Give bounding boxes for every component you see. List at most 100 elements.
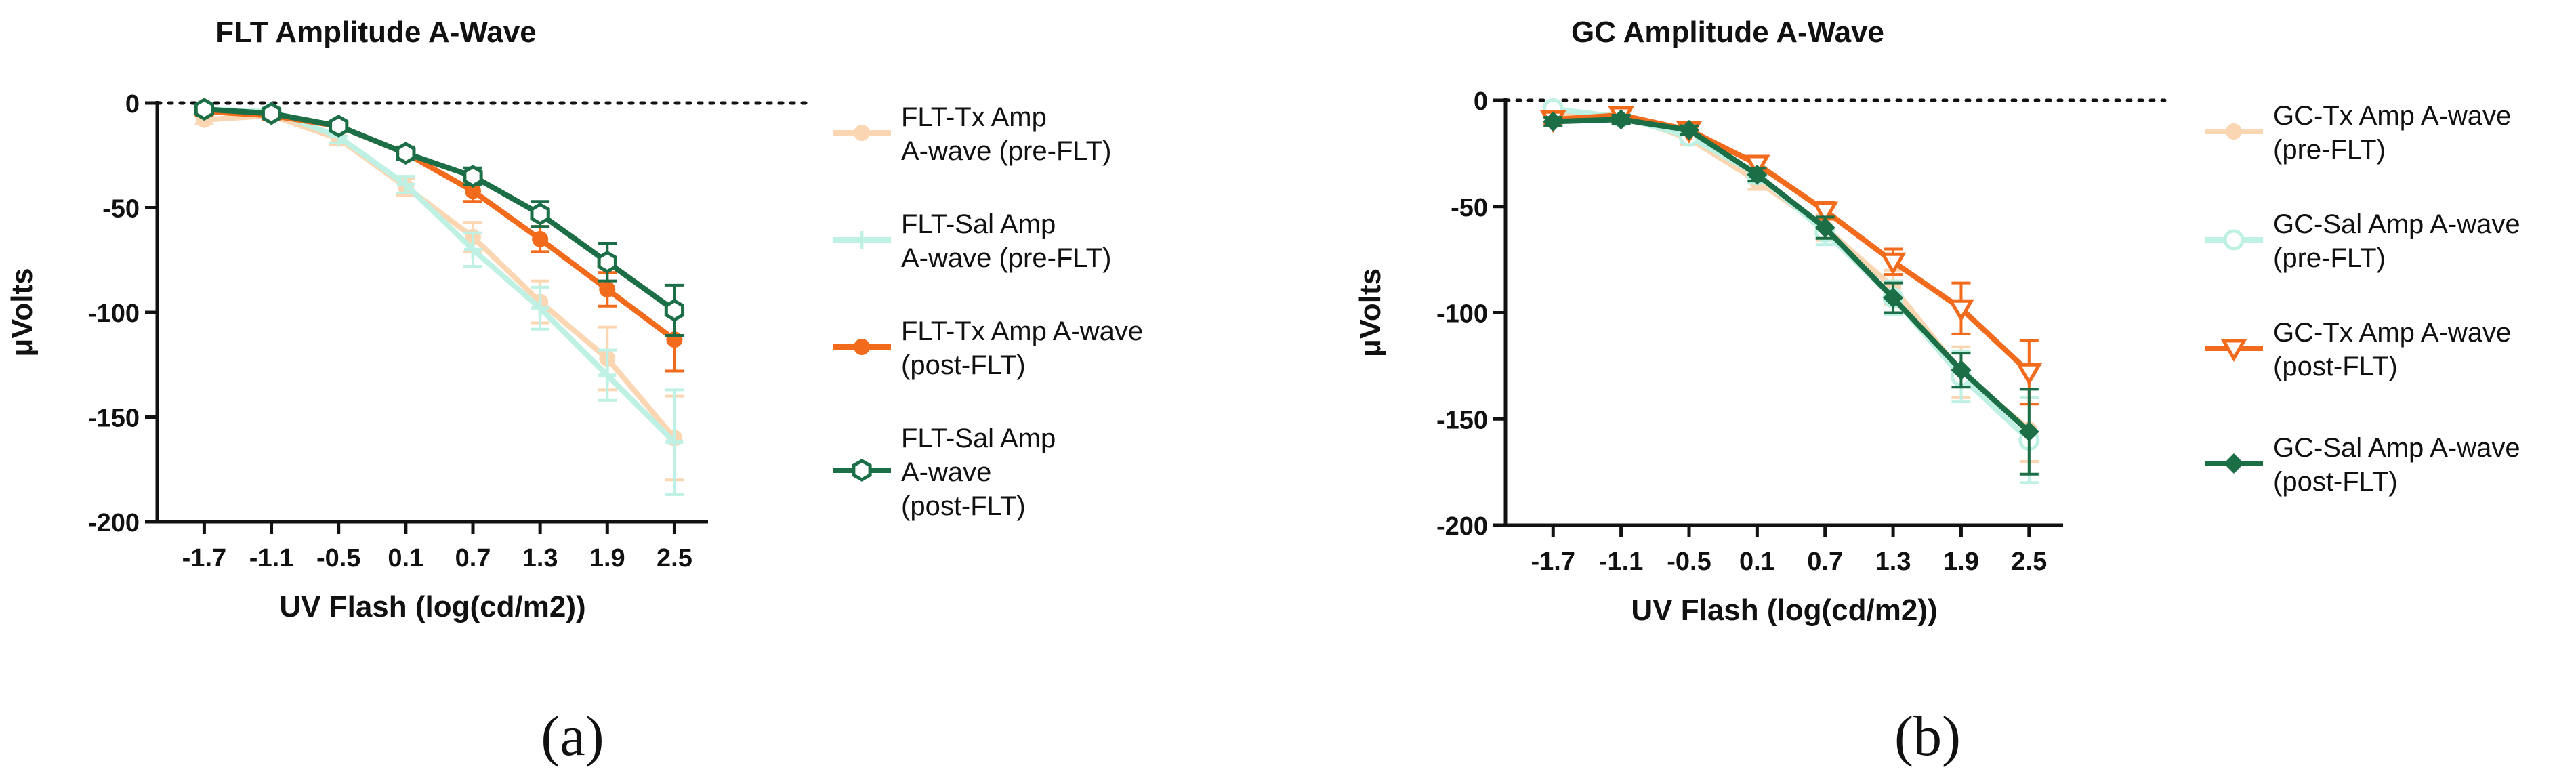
data-point [329, 115, 349, 138]
series-4 [1543, 109, 2039, 476]
data-point [463, 165, 483, 188]
legend-entry-3: GC-Tx Amp A-wave (post-FLT) [2205, 318, 2511, 381]
data-point [396, 176, 415, 194]
legend-swatch-marker [2220, 339, 2247, 363]
legend-swatch-marker [2226, 123, 2242, 140]
legend-swatch-marker [854, 339, 870, 355]
series-line [204, 106, 677, 445]
chart-title: GC Amplitude A-Wave [1571, 16, 1884, 49]
data-point [2018, 421, 2039, 442]
legend-entry-1: FLT-Tx Amp A-wave (pre-FLT) [833, 102, 1111, 166]
series-line [1553, 117, 2031, 434]
data-point [261, 102, 282, 125]
y-tick-label: -200 [1436, 512, 1488, 541]
series-2 [1542, 98, 2040, 484]
x-tick-label: 0.7 [1807, 548, 1843, 576]
data-point [1951, 360, 1972, 381]
data-point [1543, 111, 1564, 132]
data-point [530, 202, 550, 226]
series-line [204, 106, 676, 313]
data-point [1678, 119, 1699, 140]
x-tick-label: -1.7 [182, 544, 226, 573]
data-point [597, 250, 617, 274]
x-tick-label: 1.9 [589, 544, 625, 573]
legend-swatch-marker [854, 125, 870, 141]
y-tick-label: -100 [88, 300, 140, 328]
data-point [1948, 299, 1974, 323]
legend-label: (post-FLT) [2273, 467, 2398, 497]
x-axis-label: UV Flash (log(cd/m2)) [279, 590, 585, 623]
legend-entry-4: FLT-Sal Amp A-wave (post-FLT) [833, 424, 1056, 521]
data-point [598, 366, 617, 384]
series-3 [194, 103, 684, 373]
x-tick-label: 0.1 [1739, 548, 1775, 576]
data-point [1812, 201, 1839, 225]
x-tick-label: 1.3 [1875, 548, 1911, 576]
legend-swatch-marker [852, 459, 872, 482]
x-tick-label: 0.7 [455, 544, 491, 573]
legend-label: FLT-Tx Amp A-wave [901, 316, 1143, 346]
x-axis-label: UV Flash (log(cd/m2)) [1631, 594, 1937, 627]
legend-swatch-marker [853, 231, 871, 249]
legend-label: A-wave (pre-FLT) [901, 136, 1111, 166]
series-3 [1539, 106, 2043, 406]
legend-label: (pre-FLT) [2273, 135, 2386, 165]
data-point [1814, 218, 1835, 239]
legend-label: GC-Sal Amp A-wave [2273, 209, 2520, 239]
legend-label: GC-Sal Amp A-wave [2273, 433, 2520, 463]
y-tick-label: -50 [102, 195, 140, 224]
x-tick-label: -1.1 [249, 544, 293, 573]
chart-title: FLT Amplitude A-Wave [215, 16, 536, 49]
data-point [1611, 109, 1632, 130]
x-tick-label: -0.5 [1667, 548, 1711, 576]
y-tick-label: 0 [125, 90, 140, 119]
panel-label-b: (b) [1894, 705, 1961, 768]
y-tick-label: 0 [1474, 87, 1488, 116]
data-point [664, 299, 685, 322]
legend-swatch-marker [2223, 229, 2245, 251]
data-point [599, 281, 616, 298]
legend-entry-1: GC-Tx Amp A-wave (pre-FLT) [2205, 101, 2511, 165]
data-point [2016, 363, 2043, 386]
legend-entry-2: FLT-Sal Amp A-wave (pre-FLT) [833, 209, 1111, 273]
y-tick-label: -150 [1436, 406, 1488, 434]
x-tick-label: 2.5 [2011, 548, 2047, 576]
data-point [463, 241, 482, 259]
data-point [665, 433, 684, 451]
y-axis-label: μVolts [1354, 268, 1387, 357]
legend-label: GC-Tx Amp A-wave [2273, 318, 2511, 348]
legend-entry-2: GC-Sal Amp A-wave (pre-FLT) [2205, 209, 2520, 273]
data-point [1883, 287, 1904, 308]
legend-entry-4: GC-Sal Amp A-wave (post-FLT) [2205, 433, 2520, 497]
legend-label: (post-FLT) [901, 350, 1026, 380]
x-tick-label: 1.3 [522, 544, 558, 573]
chart-panel-a: FLT Amplitude A-Wave 0 -50 -100 -150 -200 -1.7… [5, 16, 1143, 623]
legend-label: (pre-FLT) [2273, 243, 2386, 273]
data-point [532, 230, 549, 247]
legend-swatch-marker [2224, 453, 2244, 474]
y-tick-label: -50 [1451, 194, 1488, 222]
y-axis-label: μVolts [5, 268, 39, 356]
x-tick-label: -1.7 [1531, 548, 1575, 576]
series-line [1552, 106, 2031, 442]
y-tick-label: -200 [88, 509, 140, 537]
y-tick-label: -100 [1436, 300, 1488, 329]
legend-label: FLT-Sal Amp [901, 424, 1056, 453]
x-tick-label: -1.1 [1599, 548, 1643, 576]
x-tick-label: -0.5 [316, 544, 360, 573]
panel-label-a: (a) [541, 705, 604, 768]
legend-label: (post-FLT) [2273, 352, 2398, 381]
x-tick-label: 2.5 [657, 544, 692, 573]
legend-label: A-wave (pre-FLT) [901, 243, 1111, 273]
data-point [531, 299, 549, 317]
legend-label: (post-FLT) [901, 491, 1026, 521]
legend-label: GC-Tx Amp A-wave [2273, 101, 2511, 131]
y-tick-label: -150 [88, 405, 140, 433]
chart-panel-b: GC Amplitude A-Wave0-50-100-150-200-1.7-… [1354, 16, 2520, 627]
legend-label: A-wave [901, 457, 991, 487]
series-2 [194, 100, 684, 496]
data-point [194, 98, 215, 121]
data-point [1747, 164, 1768, 185]
legend-entry-3: FLT-Tx Amp A-wave (post-FLT) [833, 316, 1143, 380]
data-point [1879, 252, 1907, 276]
